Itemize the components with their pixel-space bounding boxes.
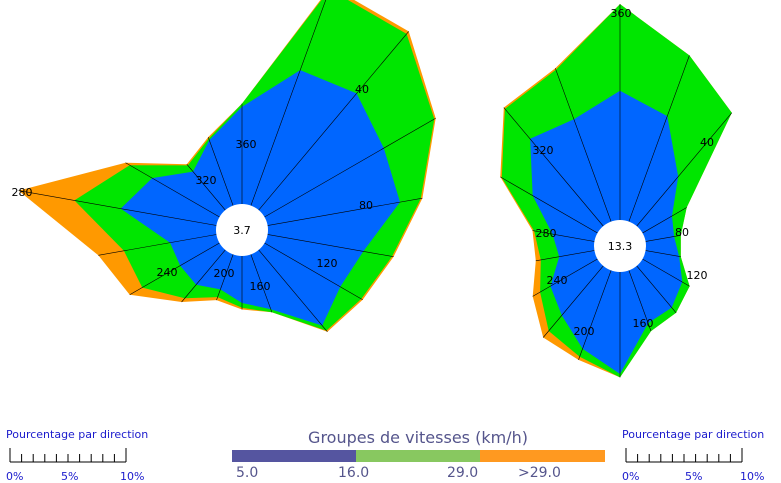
direction-spoke [619,112,733,247]
percentage-scale-right: Pourcentage par direction 0% 5% 10% [622,428,764,483]
direction-label: 160 [250,280,271,293]
scale-tick-label: 10% [120,470,144,483]
scale-tick-label: 5% [685,470,702,483]
legend-title: Groupes de vitesses (km/h) [308,428,528,447]
scale-tick-label: 0% [6,470,23,483]
direction-label: 120 [687,269,708,282]
scale-title: Pourcentage par direction [622,428,764,441]
direction-label: 80 [359,199,373,212]
legend-label: >29.0 [518,465,561,481]
wind-rose-left: 3.7 360 40 80 120 160 200 240 280 320 [12,0,436,332]
legend-swatch-1 [232,450,356,462]
legend-label: 5.0 [236,465,258,481]
direction-label: 160 [633,317,654,330]
wind-rose-right: 13.3 360 40 80 120 160 200 240 280 320 [500,4,733,378]
scale-tick-label: 0% [622,470,639,483]
direction-label: 280 [536,227,557,240]
calm-value-label: 3.7 [233,224,251,237]
direction-spoke [619,55,690,247]
direction-label: 320 [533,144,554,157]
direction-label: 40 [700,136,714,149]
direction-label: 320 [196,174,217,187]
legend-swatch-3 [480,450,605,462]
direction-label: 120 [317,257,338,270]
scale-tick-label: 10% [740,470,764,483]
direction-label: 200 [214,267,235,280]
direction-label: 280 [12,186,33,199]
direction-label: 360 [236,138,257,151]
direction-label: 360 [611,7,632,20]
direction-label: 80 [675,226,689,239]
scale-title: Pourcentage par direction [6,428,148,441]
direction-spoke [503,107,621,247]
direction-label: 200 [574,325,595,338]
speed-legend: Groupes de vitesses (km/h) 5.0 16.0 29.0… [232,428,605,481]
direction-spoke [555,68,621,247]
calm-circle [594,220,646,272]
legend-swatch-2 [356,450,480,462]
scale-tick-label: 5% [61,470,78,483]
speed-band-polygon [120,70,400,326]
legend-label: 29.0 [447,465,478,481]
direction-label: 240 [157,266,178,279]
direction-label: 240 [547,274,568,287]
percentage-scale-left: Pourcentage par direction 0% 5% 10% [6,428,148,483]
calm-value-label: 13.3 [608,240,633,253]
direction-spoke [241,197,423,231]
direction-spoke [241,117,436,231]
direction-spoke [241,31,409,231]
legend-label: 16.0 [338,465,369,481]
direction-label: 40 [355,83,369,96]
calm-circle [216,204,268,256]
direction-spoke [18,190,243,231]
direction-spoke [241,0,327,231]
